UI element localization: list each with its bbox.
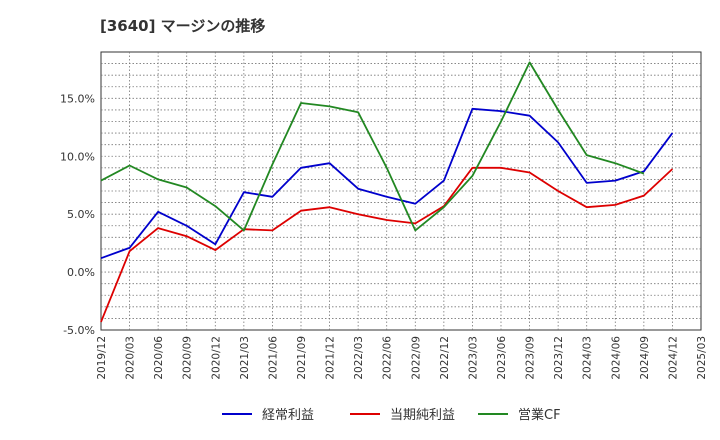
x-tick-label: 2019/12 — [96, 336, 108, 380]
x-tick-label: 2024/12 — [667, 336, 679, 380]
x-tick-label: 2021/06 — [267, 336, 279, 380]
x-tick-label: 2022/03 — [353, 336, 365, 380]
y-axis-ticks: -5.0% 0.0% 5.0% 10.0% 15.0% — [60, 92, 95, 337]
x-axis-ticks: 2019/12 2020/03 2020/06 2020/09 2020/12 2021/… — [96, 336, 708, 380]
x-tick-label: 2024/09 — [639, 336, 651, 380]
x-tick-label: 2020/06 — [153, 336, 165, 380]
grid-lines — [101, 52, 701, 330]
x-tick-label: 2022/06 — [382, 336, 394, 380]
legend: 経常利益 当期純利益 営業CF — [222, 407, 561, 423]
x-tick-label: 2022/09 — [410, 336, 422, 380]
x-tick-label: 2024/03 — [582, 336, 594, 380]
x-tick-label: 2021/12 — [325, 336, 337, 380]
x-tick-label: 2021/03 — [239, 336, 251, 380]
y-tick-label: 0.0% — [67, 266, 95, 279]
x-tick-label: 2023/09 — [525, 336, 537, 380]
x-tick-label: 2023/03 — [467, 336, 479, 380]
series-line-1 — [100, 166, 674, 323]
x-tick-label: 2023/06 — [496, 336, 508, 380]
x-tick-label: 2020/12 — [210, 336, 222, 380]
legend-label-1: 当期純利益 — [390, 408, 455, 423]
x-tick-label: 2020/03 — [125, 336, 137, 380]
x-tick-label: 2021/09 — [296, 336, 308, 380]
x-tick-label: 2025/03 — [696, 336, 708, 380]
y-tick-label: 15.0% — [60, 92, 95, 105]
y-tick-label: 10.0% — [60, 150, 95, 163]
x-tick-label: 2023/12 — [553, 336, 565, 380]
x-tick-label: 2022/12 — [439, 336, 451, 380]
chart-title: [3640] マージンの推移 — [100, 17, 265, 35]
series-lines — [100, 61, 674, 323]
x-tick-label: 2020/09 — [182, 336, 194, 380]
legend-label-0: 経常利益 — [262, 408, 314, 423]
series-line-2 — [100, 61, 645, 232]
y-tick-label: 5.0% — [67, 208, 95, 221]
series-line-0 — [100, 107, 674, 260]
legend-label-2: 営業CF — [518, 407, 561, 423]
x-tick-label: 2024/06 — [610, 336, 622, 380]
y-tick-label: -5.0% — [63, 324, 95, 337]
plot-area — [100, 51, 702, 331]
